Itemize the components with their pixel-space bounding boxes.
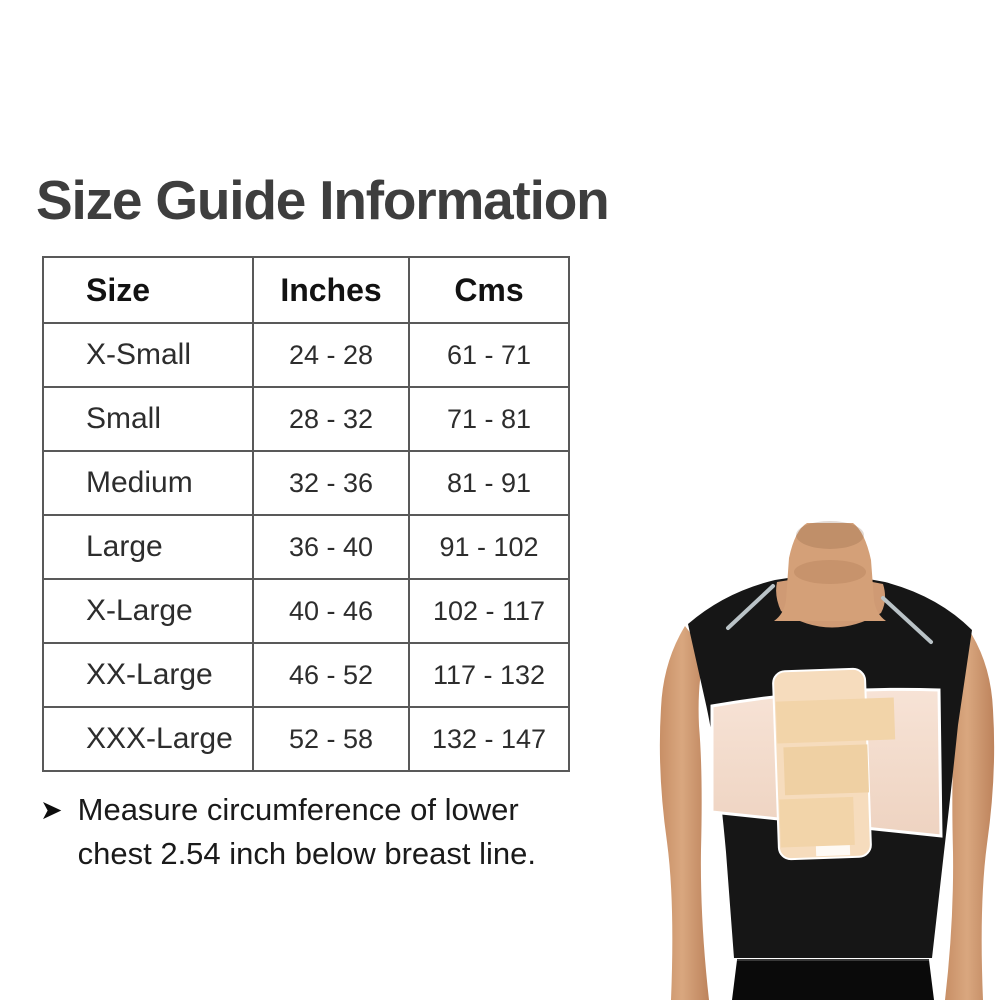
table-row: Medium 32 - 36 81 - 91 — [42, 450, 570, 516]
arrow-bullet-icon: ➤ — [40, 795, 63, 825]
size-table: Size Inches Cms X-Small 24 - 28 61 - 71 … — [42, 256, 570, 772]
cms-cell: 102 - 117 — [408, 578, 570, 644]
size-cell: Large — [42, 514, 254, 580]
measurement-note-text: Measure circumference of lower chest 2.5… — [78, 788, 536, 876]
size-cell: Medium — [42, 450, 254, 516]
cms-column-header: Cms — [408, 256, 570, 324]
left-reflective-strip — [726, 584, 775, 630]
size-cell: XX-Large — [42, 642, 254, 708]
table-header-row: Size Inches Cms — [42, 256, 570, 324]
inches-cell: 52 - 58 — [252, 706, 410, 772]
brace-bottom-strap — [779, 796, 855, 848]
size-column-header: Size — [42, 256, 254, 324]
model-photo-illustration — [659, 521, 995, 1000]
inches-cell: 28 - 32 — [252, 386, 410, 452]
brace-middle-strap — [783, 744, 870, 796]
chin-stubble-shading — [796, 521, 864, 549]
cms-cell: 117 - 132 — [408, 642, 570, 708]
table-row: X-Small 24 - 28 61 - 71 — [42, 322, 570, 388]
cms-cell: 71 - 81 — [408, 386, 570, 452]
note-line-2: chest 2.54 inch below breast line. — [77, 836, 537, 871]
brace-top-strap — [775, 697, 896, 744]
size-cell: XXX-Large — [42, 706, 254, 772]
inches-cell: 46 - 52 — [252, 642, 410, 708]
product-photo — [655, 520, 1000, 1000]
size-cell: X-Large — [42, 578, 254, 644]
table-row: XX-Large 46 - 52 117 - 132 — [42, 642, 570, 708]
cms-cell: 81 - 91 — [408, 450, 570, 516]
page-title: Size Guide Information — [36, 169, 610, 231]
neck-shadow — [794, 560, 866, 584]
table-row: Small 28 - 32 71 - 81 — [42, 386, 570, 452]
cms-cell: 61 - 71 — [408, 322, 570, 388]
table-row: XXX-Large 52 - 58 132 - 147 — [42, 706, 570, 772]
table-row: Large 36 - 40 91 - 102 — [42, 514, 570, 580]
brace-label-tag — [815, 845, 851, 857]
left-arm — [659, 626, 709, 1000]
inches-cell: 32 - 36 — [252, 450, 410, 516]
inches-cell: 40 - 46 — [252, 578, 410, 644]
inches-cell: 24 - 28 — [252, 322, 410, 388]
size-cell: X-Small — [42, 322, 254, 388]
cms-cell: 91 - 102 — [408, 514, 570, 580]
neck — [774, 523, 886, 621]
chest-brace-panel — [772, 667, 896, 861]
inches-column-header: Inches — [252, 256, 410, 324]
table-row: X-Large 40 - 46 102 - 117 — [42, 578, 570, 644]
shorts — [732, 960, 934, 1000]
inches-cell: 36 - 40 — [252, 514, 410, 580]
right-reflective-strip — [881, 596, 933, 644]
cms-cell: 132 - 147 — [408, 706, 570, 772]
note-line-1: Measure circumference of lower — [77, 792, 519, 827]
size-cell: Small — [42, 386, 254, 452]
measurement-note: ➤ Measure circumference of lower chest 2… — [40, 788, 536, 876]
